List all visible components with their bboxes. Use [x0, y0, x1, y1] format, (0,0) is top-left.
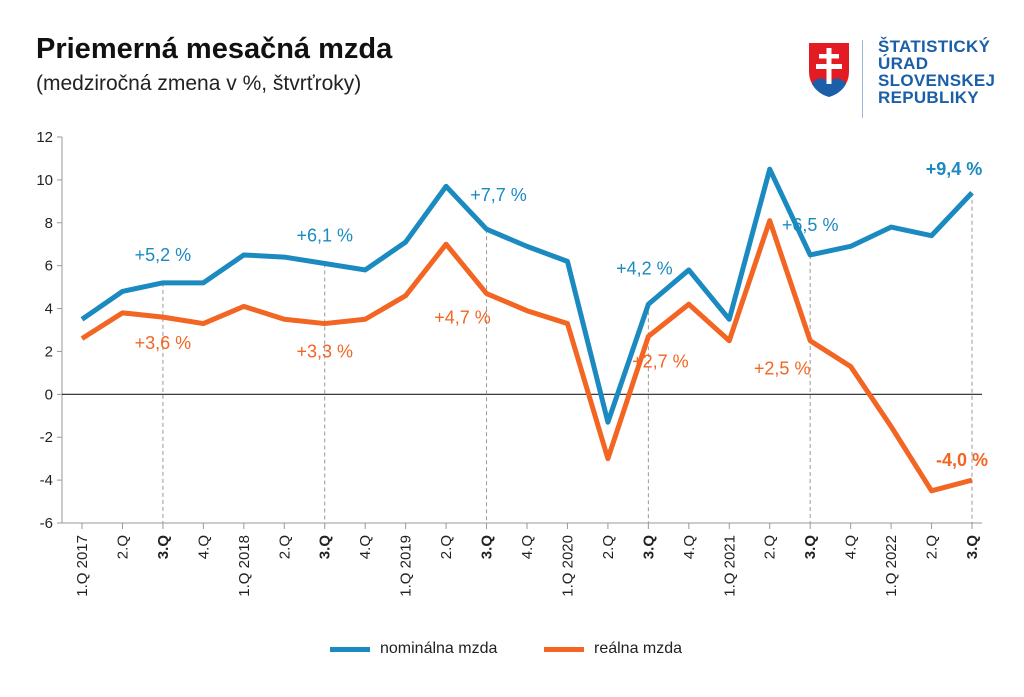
slovak-coat-of-arms-icon: [807, 41, 851, 100]
x-tick-label: 4.Q: [519, 535, 536, 559]
x-tick-label: 2.Q: [924, 535, 941, 559]
y-tick-label: -6: [40, 515, 53, 532]
data-label: +2,5 %: [754, 359, 811, 379]
legend-swatch-real: [544, 646, 584, 652]
y-tick-label: 10: [36, 172, 53, 189]
logo-divider: [862, 40, 863, 118]
y-tick-label: 6: [45, 258, 53, 275]
y-tick-label: 0: [45, 386, 53, 403]
x-tick-label: 4.Q: [843, 535, 860, 559]
legend-label-real: reálna mzda: [594, 640, 683, 657]
legend-label-nominal: nominálna mzda: [380, 640, 498, 657]
y-tick-label: 12: [36, 129, 53, 146]
data-label: +4,7 %: [434, 308, 491, 328]
data-label: -4,0 %: [936, 450, 988, 470]
y-tick-label: 8: [45, 215, 53, 232]
x-tick-label: 3.Q: [317, 535, 334, 560]
series-line-nominal: [80, 166, 974, 425]
y-tick-label: -2: [40, 429, 53, 446]
chart-title: Priemerná mesačná mzda: [36, 33, 393, 65]
data-label: +7,7 %: [470, 185, 527, 205]
data-label: +6,1 %: [296, 226, 353, 246]
legend-item-real: reálna mzda: [544, 640, 682, 658]
x-tick-label: 4.Q: [681, 535, 698, 559]
x-tick-label: 3.Q: [155, 535, 172, 560]
data-label: +3,3 %: [296, 342, 353, 362]
data-label: +2,7 %: [632, 351, 689, 371]
logo: ŠTATISTICKÝ ÚRAD SLOVENSKEJ REPUBLIKY: [806, 38, 996, 122]
logo-line: ŠTATISTICKÝ: [878, 37, 991, 56]
x-tick-label: 2.Q: [276, 535, 293, 559]
y-tick-label: 2: [45, 343, 53, 360]
legend: nominálna mzda reálna mzda: [0, 640, 1024, 670]
line-chart: -6 -4 -2 0 2 4 6 8 10 12 1.Q 2017 2.Q 3.Q 4.Q 1.Q 2018…: [36, 129, 988, 597]
logo-line: REPUBLIKY: [878, 88, 979, 107]
x-tick-label: 1.Q 2022: [883, 535, 900, 597]
x-tick-label: 1.Q 2017: [74, 535, 91, 597]
x-tick-label: 2.Q: [762, 535, 779, 559]
x-tick-label: 1.Q 2018: [236, 535, 253, 597]
series-line-real: [80, 218, 973, 494]
x-tick-label: 2.Q: [114, 535, 131, 559]
x-tick-label: 3.Q: [640, 535, 657, 560]
x-tick-label: 3.Q: [479, 535, 496, 560]
data-label: +6,5 %: [782, 215, 839, 235]
data-label: +5,2 %: [135, 245, 192, 265]
logo-line: SLOVENSKEJ: [878, 71, 996, 90]
chart-subtitle: (medziročná zmena v %, štvrťroky): [36, 72, 362, 95]
logo-text: ŠTATISTICKÝ ÚRAD SLOVENSKEJ REPUBLIKY: [878, 38, 995, 106]
x-tick-label: 2.Q: [600, 535, 617, 559]
data-label: +9,4 %: [926, 159, 983, 179]
data-label: +4,2 %: [616, 258, 673, 278]
x-tick-label: 4.Q: [195, 535, 212, 559]
legend-swatch-nominal: [330, 646, 370, 652]
x-tick-label: 3.Q: [964, 535, 981, 560]
legend-item-nominal: nominálna mzda: [330, 640, 497, 658]
y-tick-label: 4: [45, 301, 53, 318]
data-label: +3,6 %: [135, 333, 192, 353]
y-tick-label: -4: [40, 472, 53, 489]
x-tick-label: 1.Q 2019: [398, 535, 415, 597]
logo-line: ÚRAD: [878, 54, 929, 73]
x-tick-label: 3.Q: [802, 535, 819, 560]
x-tick-label: 2.Q: [438, 535, 455, 559]
x-tick-label: 4.Q: [357, 535, 374, 559]
x-tick-label: 1.Q 2020: [559, 535, 576, 597]
x-tick-label: 1.Q 2021: [721, 535, 738, 597]
